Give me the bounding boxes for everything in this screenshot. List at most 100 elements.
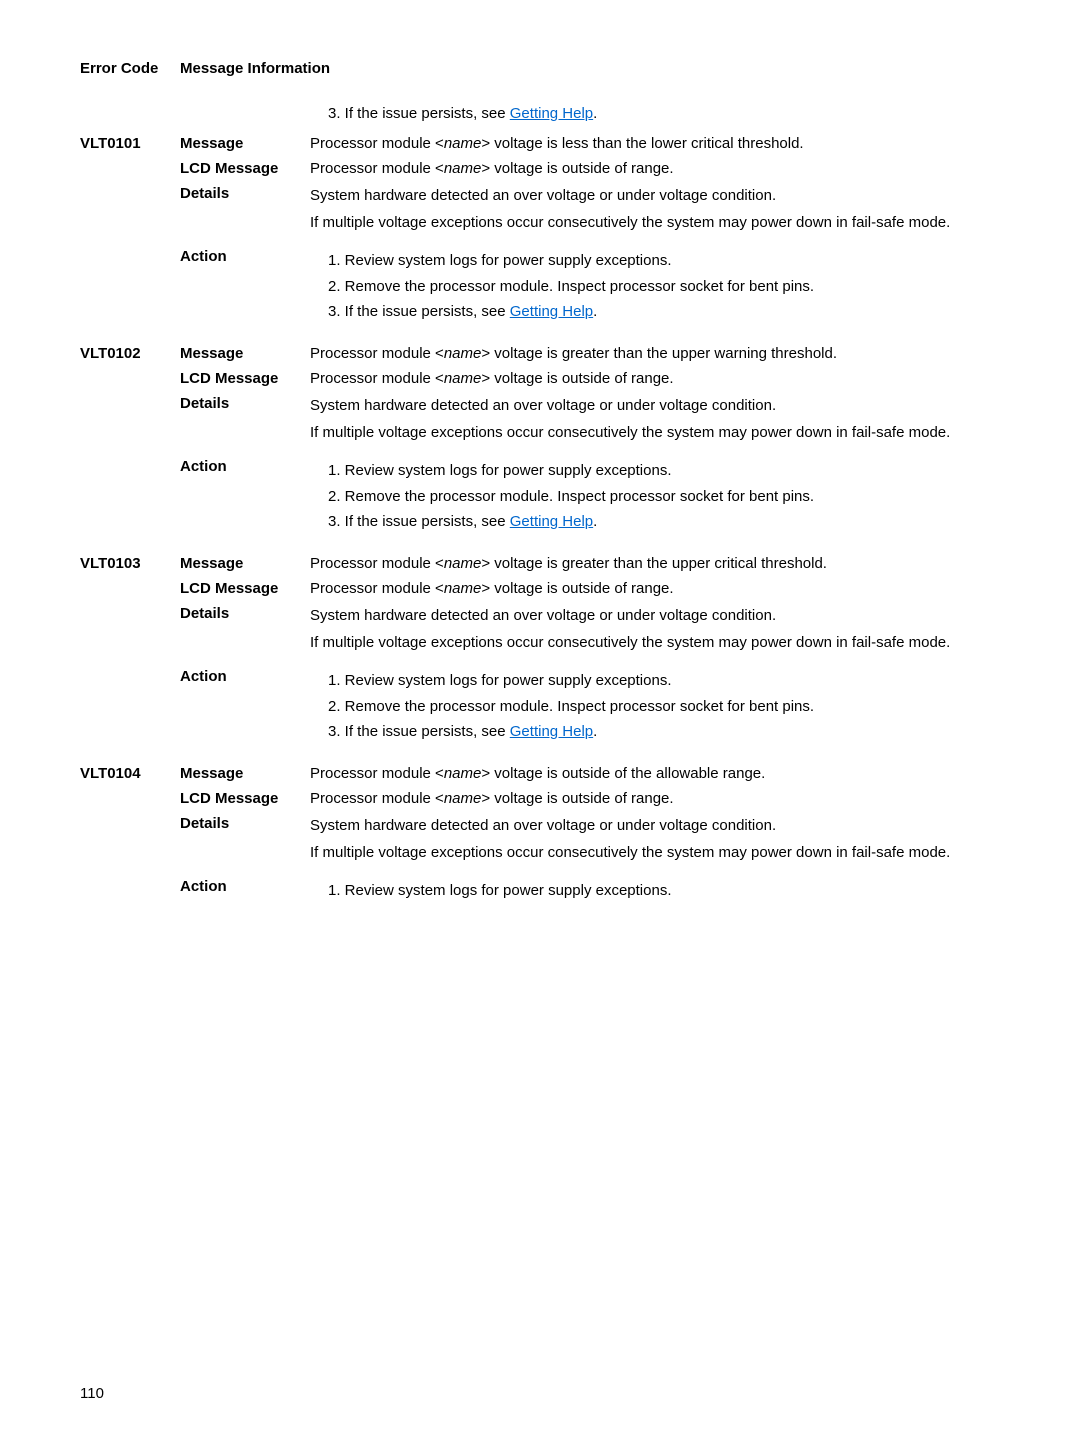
action-3: 3. If the issue persists, see Getting He…	[328, 509, 1000, 535]
msg-pre: Processor module <	[310, 345, 444, 362]
getting-help-link[interactable]: Getting Help	[510, 303, 593, 320]
lcd-pre: Processor module <	[310, 160, 444, 177]
lcd-pre: Processor module <	[310, 370, 444, 387]
action-1: 1. Review system logs for power supply e…	[328, 878, 1000, 904]
lcd-post: > voltage is outside of range.	[481, 580, 673, 597]
label-action: Action	[180, 668, 310, 685]
getting-help-link[interactable]: Getting Help	[510, 105, 593, 122]
lcd-post: > voltage is outside of range.	[481, 790, 673, 807]
name-placeholder: name	[444, 765, 482, 782]
label-details: Details	[180, 815, 310, 832]
msg-post: > voltage is greater than the upper crit…	[481, 555, 827, 572]
lead-action-text: 3. If the issue persists, see	[328, 105, 510, 122]
action-1: 1. Review system logs for power supply e…	[328, 668, 1000, 694]
label-details: Details	[180, 605, 310, 622]
error-entry: VLT0103 Message Processor module <name> …	[80, 555, 1000, 745]
details-line2: If multiple voltage exceptions occur con…	[310, 212, 1000, 234]
name-placeholder: name	[444, 370, 482, 387]
action-list: 1. Review system logs for power supply e…	[310, 878, 1000, 904]
name-placeholder: name	[444, 345, 482, 362]
label-message: Message	[180, 135, 310, 152]
header-error-code: Error Code	[80, 60, 180, 77]
action-3-pre: 3. If the issue persists, see	[328, 303, 510, 320]
lcd-text: Processor module <name> voltage is outsi…	[310, 790, 1000, 807]
action-1: 1. Review system logs for power supply e…	[328, 458, 1000, 484]
lcd-text: Processor module <name> voltage is outsi…	[310, 160, 1000, 177]
error-code: VLT0101	[80, 135, 180, 152]
name-placeholder: name	[444, 135, 482, 152]
msg-pre: Processor module <	[310, 135, 444, 152]
table-header: Error Code Message Information	[80, 60, 1000, 77]
label-details: Details	[180, 185, 310, 202]
label-lcd: LCD Message	[180, 370, 310, 387]
action-1: 1. Review system logs for power supply e…	[328, 248, 1000, 274]
getting-help-link[interactable]: Getting Help	[510, 723, 593, 740]
action-3: 3. If the issue persists, see Getting He…	[328, 719, 1000, 745]
msg-pre: Processor module <	[310, 765, 444, 782]
details-text: System hardware detected an over voltage…	[310, 185, 1000, 241]
details-line2: If multiple voltage exceptions occur con…	[310, 842, 1000, 864]
error-entry: VLT0102 Message Processor module <name> …	[80, 345, 1000, 535]
lcd-post: > voltage is outside of range.	[481, 160, 673, 177]
message-text: Processor module <name> voltage is outsi…	[310, 765, 1000, 782]
error-entry: VLT0104 Message Processor module <name> …	[80, 765, 1000, 904]
label-lcd: LCD Message	[180, 580, 310, 597]
lead-action-item: 3. If the issue persists, see Getting He…	[328, 101, 1000, 127]
msg-post: > voltage is outside of the allowable ra…	[481, 765, 765, 782]
name-placeholder: name	[444, 555, 482, 572]
details-text: System hardware detected an over voltage…	[310, 395, 1000, 451]
details-text: System hardware detected an over voltage…	[310, 605, 1000, 661]
error-code: VLT0102	[80, 345, 180, 362]
message-text: Processor module <name> voltage is great…	[310, 345, 1000, 362]
details-line1: System hardware detected an over voltage…	[310, 605, 1000, 627]
details-line1: System hardware detected an over voltage…	[310, 395, 1000, 417]
label-message: Message	[180, 345, 310, 362]
error-code: VLT0104	[80, 765, 180, 782]
name-placeholder: name	[444, 580, 482, 597]
period: .	[593, 723, 597, 740]
period: .	[593, 303, 597, 320]
msg-post: > voltage is greater than the upper warn…	[481, 345, 837, 362]
name-placeholder: name	[444, 160, 482, 177]
label-action: Action	[180, 878, 310, 895]
msg-post: > voltage is less than the lower critica…	[481, 135, 803, 152]
action-list: 1. Review system logs for power supply e…	[310, 248, 1000, 325]
action-3-pre: 3. If the issue persists, see	[328, 723, 510, 740]
action-3-pre: 3. If the issue persists, see	[328, 513, 510, 530]
lcd-pre: Processor module <	[310, 790, 444, 807]
message-text: Processor module <name> voltage is great…	[310, 555, 1000, 572]
label-details: Details	[180, 395, 310, 412]
page-number: 110	[80, 1385, 104, 1402]
details-text: System hardware detected an over voltage…	[310, 815, 1000, 871]
error-code: VLT0103	[80, 555, 180, 572]
message-text: Processor module <name> voltage is less …	[310, 135, 1000, 152]
msg-pre: Processor module <	[310, 555, 444, 572]
label-message: Message	[180, 555, 310, 572]
lcd-post: > voltage is outside of range.	[481, 370, 673, 387]
header-message-info: Message Information	[180, 60, 330, 77]
period: .	[593, 513, 597, 530]
label-action: Action	[180, 458, 310, 475]
lead-action-row: 3. If the issue persists, see Getting He…	[80, 101, 1000, 127]
action-2: 2. Remove the processor module. Inspect …	[328, 484, 1000, 510]
error-entry: VLT0101 Message Processor module <name> …	[80, 135, 1000, 325]
action-list: 1. Review system logs for power supply e…	[310, 668, 1000, 745]
action-2: 2. Remove the processor module. Inspect …	[328, 694, 1000, 720]
lcd-text: Processor module <name> voltage is outsi…	[310, 580, 1000, 597]
label-lcd: LCD Message	[180, 790, 310, 807]
name-placeholder: name	[444, 790, 482, 807]
action-3: 3. If the issue persists, see Getting He…	[328, 299, 1000, 325]
getting-help-link[interactable]: Getting Help	[510, 513, 593, 530]
period: .	[593, 105, 597, 122]
lcd-pre: Processor module <	[310, 580, 444, 597]
label-message: Message	[180, 765, 310, 782]
details-line2: If multiple voltage exceptions occur con…	[310, 632, 1000, 654]
lcd-text: Processor module <name> voltage is outsi…	[310, 370, 1000, 387]
details-line1: System hardware detected an over voltage…	[310, 185, 1000, 207]
details-line1: System hardware detected an over voltage…	[310, 815, 1000, 837]
label-lcd: LCD Message	[180, 160, 310, 177]
details-line2: If multiple voltage exceptions occur con…	[310, 422, 1000, 444]
action-list: 1. Review system logs for power supply e…	[310, 458, 1000, 535]
label-action: Action	[180, 248, 310, 265]
action-2: 2. Remove the processor module. Inspect …	[328, 274, 1000, 300]
